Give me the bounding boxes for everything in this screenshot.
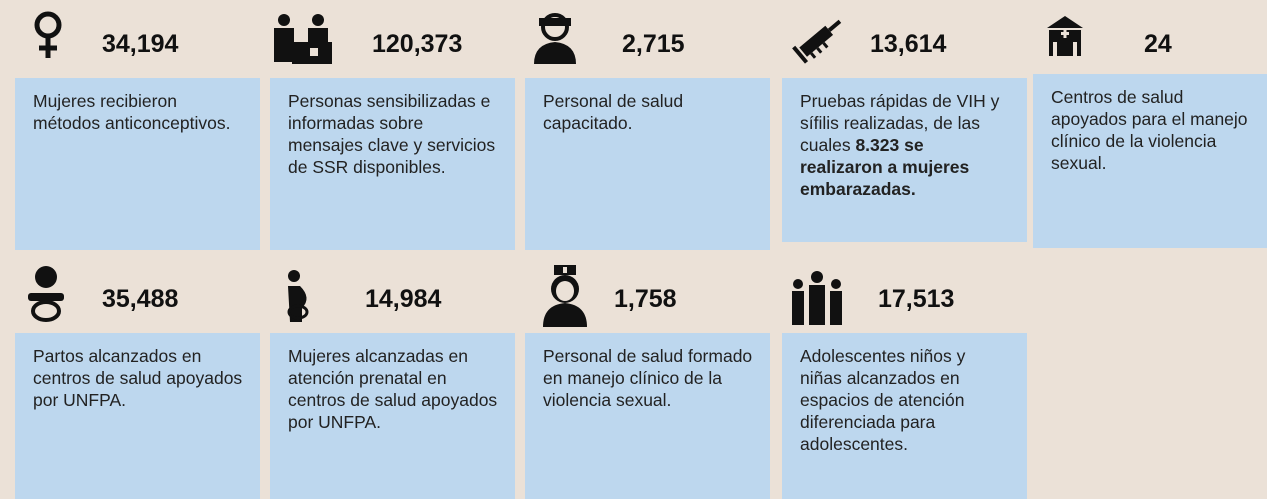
stat-number: 13,614	[870, 30, 947, 58]
stat-box: Mujeres recibieron métodos anticonceptiv…	[15, 78, 260, 250]
icon-hospital	[1047, 16, 1083, 56]
icon-nurse	[543, 265, 587, 327]
stat-description: Pruebas rápidas de VIH y sífilis realiza…	[800, 91, 1000, 155]
icon-people	[274, 14, 332, 64]
stat-description: Mujeres alcanzadas en atención prenatal …	[288, 346, 498, 432]
stat-box: Pruebas rápidas de VIH y sífilis realiza…	[782, 78, 1027, 242]
stat-box: Personal de salud capacitado.	[525, 78, 770, 250]
stat-description: Adolescentes niños y niñas alcanzados en…	[800, 346, 966, 454]
stat-description: Partos alcanzados en centros de salud ap…	[33, 346, 243, 410]
stat-number: 2,715	[622, 30, 685, 58]
stat-number: 34,194	[102, 30, 179, 58]
stat-number: 120,373	[372, 30, 463, 58]
stat-description: Personal de salud formado en manejo clín…	[543, 346, 753, 410]
stat-box: Centros de salud apoyados para el manejo…	[1033, 74, 1267, 248]
stat-number: 24	[1144, 30, 1172, 58]
stat-box: Mujeres alcanzadas en atención prenatal …	[270, 333, 515, 499]
stat-number: 1,758	[614, 285, 677, 313]
stat-box: Adolescentes niños y niñas alcanzados en…	[782, 333, 1027, 499]
icon-baby	[28, 266, 64, 322]
icon-family	[792, 271, 842, 325]
icon-female	[34, 11, 62, 58]
stat-description: Centros de salud apoyados para el manejo…	[1051, 87, 1248, 173]
stat-number: 17,513	[878, 285, 955, 313]
stat-box: Partos alcanzados en centros de salud ap…	[15, 333, 260, 499]
stat-description-bold: 8.323 se realizaron a mujeres embarazada…	[800, 135, 970, 199]
stat-description: Personal de salud capacitado.	[543, 91, 684, 133]
stat-box: Personas sensibilizadas e informadas sob…	[270, 78, 515, 250]
icon-doctor	[534, 13, 576, 64]
stat-number: 35,488	[102, 285, 179, 313]
stat-description: Personas sensibilizadas e informadas sob…	[288, 91, 496, 177]
stat-box: Personal de salud formado en manejo clín…	[525, 333, 770, 499]
stat-number: 14,984	[365, 285, 442, 313]
icon-syringe	[792, 19, 842, 64]
icon-pregnant	[287, 270, 309, 322]
stat-description: Mujeres recibieron métodos anticonceptiv…	[33, 91, 231, 133]
